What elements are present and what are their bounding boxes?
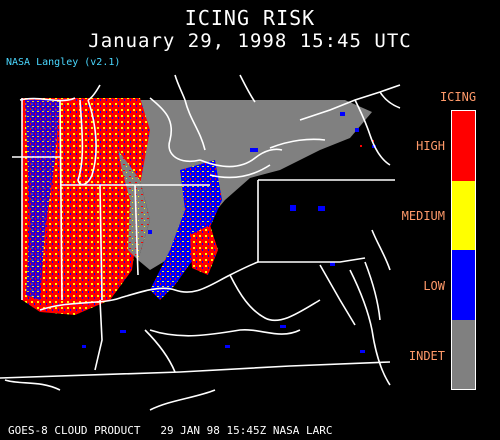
scattered-low-icing bbox=[82, 112, 376, 353]
map-timestamp: January 29, 1998 15:45 UTC bbox=[88, 30, 412, 52]
map-title: ICING RISK bbox=[184, 6, 316, 30]
footer-caption: GOES-8 CLOUD PRODUCT 29 JAN 98 15:45Z NA… bbox=[8, 424, 333, 437]
legend-swatch-high bbox=[452, 111, 475, 181]
high-icing-patch-east bbox=[190, 225, 218, 275]
legend-label-medium: MEDIUM bbox=[401, 209, 445, 223]
low-icing-streak-central bbox=[150, 160, 222, 300]
legend-label-high: HIGH bbox=[416, 139, 445, 153]
legend-swatch-low bbox=[452, 250, 475, 320]
credit-label: NASA Langley (v2.1) bbox=[6, 57, 121, 68]
legend-swatch-medium bbox=[452, 180, 475, 250]
indet-transition bbox=[118, 150, 150, 260]
boundary-lines bbox=[0, 74, 401, 411]
legend-title: ICING bbox=[439, 90, 477, 104]
legend-label-low: LOW bbox=[423, 279, 445, 293]
legend-swatch-indet bbox=[452, 319, 475, 389]
legend-label-indet: INDET bbox=[408, 349, 445, 363]
legend-color-bar bbox=[451, 110, 476, 390]
low-icing-streak-west bbox=[25, 100, 60, 300]
